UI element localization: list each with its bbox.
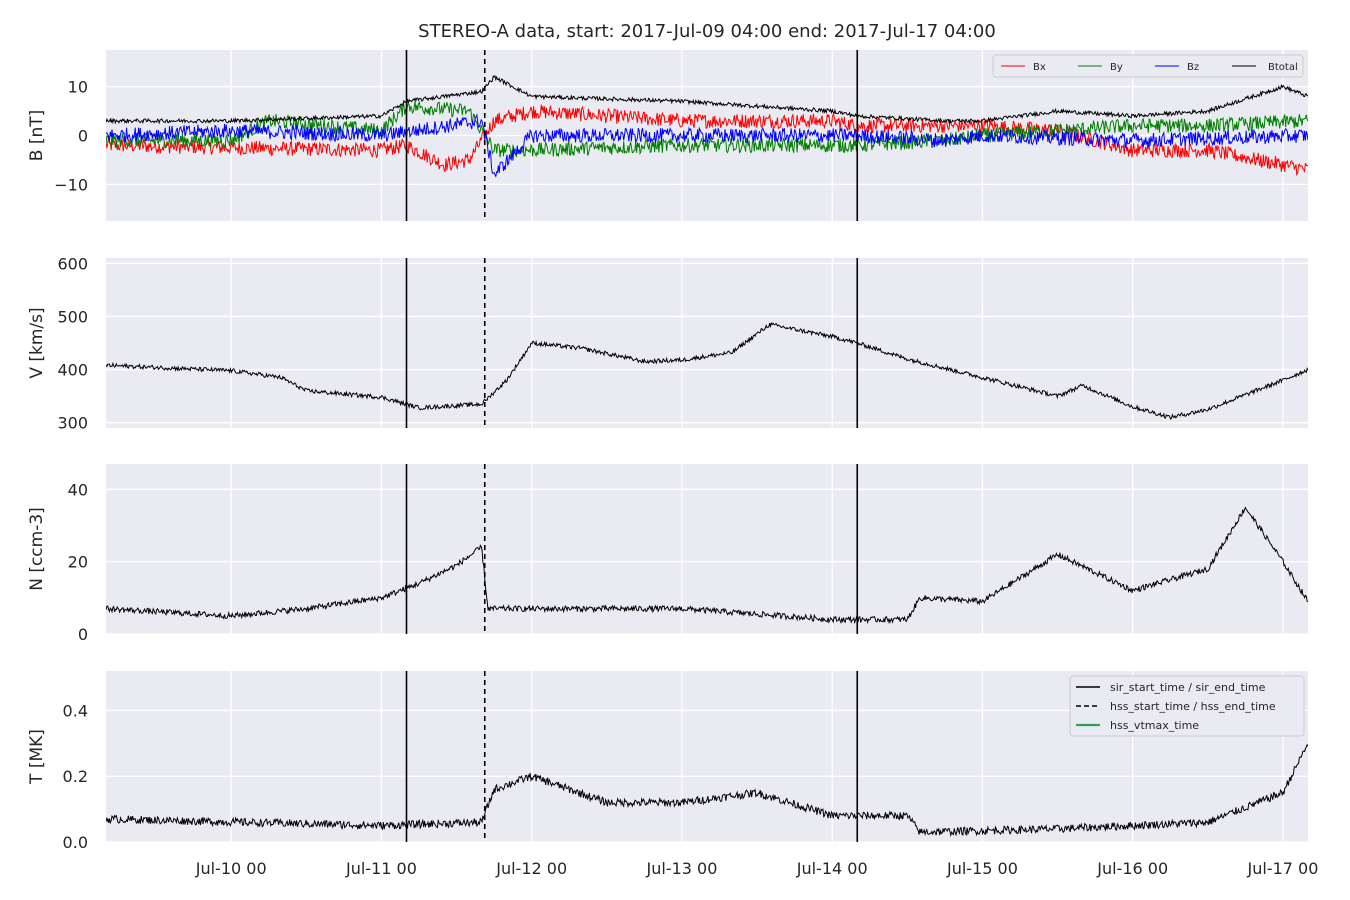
y-tick-label: 20 [68,553,88,572]
y-tick-label: 0 [78,625,88,644]
legend-label: Bx [1033,62,1046,73]
series-V [106,322,1308,420]
panel-data [106,743,1308,838]
y-axis-label: N [ccm-3] [27,507,47,591]
x-tick-label: Jul-15 00 [946,859,1018,878]
panel-N: 0 20 40 N [ccm-3] [27,464,1308,644]
panel-V: 300 400 500 600 V [km/s] [27,254,1308,433]
panel-T: Jul-10 00 Jul-11 00 Jul-12 00 Jul-13 00 Jul-… [27,671,1318,878]
x-tick-label: Jul-10 00 [195,859,267,878]
legend-box [992,54,1304,78]
y-tick-label: 600 [57,254,88,273]
y-axis-label: B [nT] [27,110,47,162]
legend-label: hss_start_time / hss_end_time [1110,700,1276,713]
series-Bx [106,104,1308,177]
y-tick-label: 500 [57,307,88,326]
legend-label: sir_start_time / sir_end_time [1110,681,1266,694]
panel-data [106,506,1308,625]
y-tick-label: 0.0 [63,833,88,852]
panel-data [106,322,1308,420]
series-T [106,743,1308,838]
x-tick-label: Jul-17 00 [1247,859,1319,878]
y-axis-label: T [MK] [27,729,47,785]
x-tick-label: Jul-14 00 [796,859,868,878]
x-tick-label: Jul-12 00 [495,859,567,878]
series-N [106,506,1308,625]
legend-events: sir_start_time / sir_end_time hss_start_t… [1069,675,1305,737]
y-tick-label: 0.4 [63,701,88,720]
x-tick-label: Jul-16 00 [1096,859,1168,878]
legend-b: Bx By Bz Btotal [992,54,1304,78]
y-tick-label: 40 [68,480,88,499]
legend-label: Bz [1187,62,1199,73]
y-tick-label: −10 [54,175,88,194]
legend-label: By [1110,62,1123,73]
legend-box [1069,675,1305,737]
panel-background [106,258,1308,428]
y-tick-label: 10 [68,78,88,97]
panel-background [106,464,1308,634]
series-Bz [106,113,1308,178]
legend-label: hss_vtmax_time [1110,719,1199,732]
x-tick-label: Jul-13 00 [646,859,718,878]
y-tick-label: 300 [57,414,88,433]
y-tick-label: 0.2 [63,767,88,786]
y-axis-label: V [km/s] [27,307,47,378]
panel-data [106,74,1308,178]
x-tick-label: Jul-11 00 [345,859,417,878]
y-tick-label: 400 [57,361,88,380]
series-Btotal [106,74,1308,125]
chart-title: STEREO-A data, start: 2017-Jul-09 04:00 … [418,21,996,42]
y-tick-label: 0 [78,127,88,146]
panel-B: −10 0 10 B [nT] Bx By Bz Btotal [27,50,1308,221]
legend-label: Btotal [1268,62,1298,73]
